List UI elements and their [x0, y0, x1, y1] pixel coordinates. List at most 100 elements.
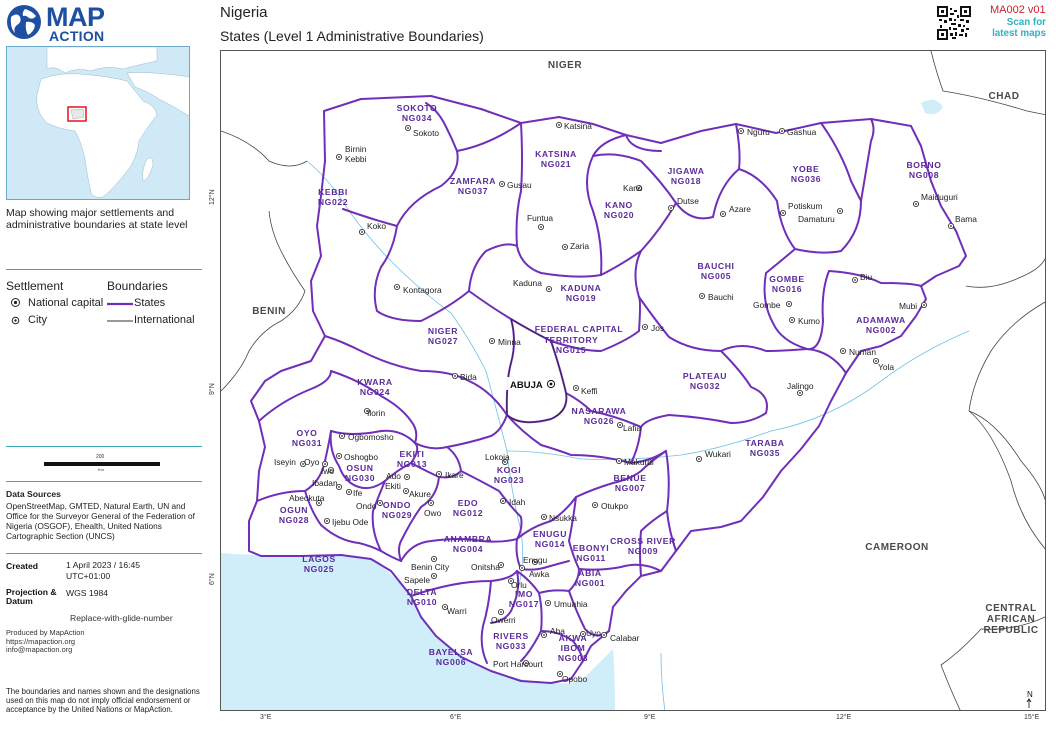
- city-label-zaria[interactable]: Zaria: [570, 241, 589, 251]
- city-label-yola[interactable]: Yola: [878, 362, 894, 372]
- city-label-kebbi[interactable]: Kebbi: [345, 154, 367, 164]
- city-label-ijebu-ode[interactable]: Ijebu Ode: [332, 517, 369, 527]
- city-label-ikare[interactable]: Ikare: [445, 470, 464, 480]
- city-label-orlu[interactable]: Orlu: [511, 580, 527, 590]
- city-label-lafia[interactable]: Lafia: [623, 423, 642, 433]
- state-label-benue[interactable]: BENUE: [613, 473, 646, 483]
- state-label-kano[interactable]: KANO: [605, 200, 633, 210]
- state-label-delta[interactable]: DELTA: [407, 587, 437, 597]
- city-label-kumo[interactable]: Kumo: [798, 316, 820, 326]
- city-label-abeokuta[interactable]: Abeokuta: [289, 493, 325, 503]
- city-label-onitsha[interactable]: Onitsha: [471, 562, 500, 572]
- state-label-abia[interactable]: ABIA: [578, 568, 601, 578]
- mapaction-logo[interactable]: MAP ACTION: [6, 2, 136, 44]
- city-label-gusau[interactable]: Gusau: [507, 180, 532, 190]
- city-label-otukpo[interactable]: Otukpo: [601, 501, 628, 511]
- state-label-imo[interactable]: IMO: [515, 589, 533, 599]
- city-label-aba[interactable]: Aba: [550, 626, 565, 636]
- state-label-yobe[interactable]: YOBE: [793, 164, 820, 174]
- city-label-wukari[interactable]: Wukari: [705, 449, 731, 459]
- state-label-katsina[interactable]: KATSINA: [535, 149, 577, 159]
- qr-code-icon[interactable]: [937, 6, 971, 40]
- scan-for-latest[interactable]: Scan for latest maps: [992, 17, 1046, 39]
- state-label-federal-capital[interactable]: FEDERAL CAPITAL: [535, 324, 623, 334]
- state-label-ebonyi[interactable]: EBONYI: [573, 543, 610, 553]
- city-label-biu[interactable]: Biu: [860, 272, 872, 282]
- state-label-borno[interactable]: BORNO: [907, 160, 942, 170]
- city-label-makurdi[interactable]: Makurdi: [624, 457, 654, 467]
- city-label-azare[interactable]: Azare: [729, 204, 751, 214]
- state-label-taraba[interactable]: TARABA: [745, 438, 784, 448]
- map-canvas[interactable]: NIGER CHAD BENIN CAMEROON CENTRALAFRICANREPU…: [221, 51, 1046, 711]
- city-label-benin-city[interactable]: Benin City: [411, 562, 450, 572]
- state-label-kwara[interactable]: KWARA: [357, 377, 392, 387]
- state-label-niger[interactable]: NIGER: [428, 326, 458, 336]
- state-label-kaduna[interactable]: KADUNA: [561, 283, 602, 293]
- city-label-dutse[interactable]: Dutse: [677, 196, 699, 206]
- state-label-kebbi[interactable]: KEBBI: [318, 187, 348, 197]
- city-label-sapele[interactable]: Sapele: [404, 575, 430, 585]
- city-label-oyo[interactable]: Oyo: [304, 457, 320, 467]
- city-label-ado[interactable]: Ado: [386, 471, 401, 481]
- state-label-bayelsa[interactable]: BAYELSA: [429, 647, 473, 657]
- state-label-ogun[interactable]: OGUN: [280, 505, 308, 515]
- city-label-potiskum[interactable]: Potiskum: [788, 201, 822, 211]
- city-label-awka[interactable]: Awka: [529, 569, 550, 579]
- city-label-bauchi[interactable]: Bauchi: [708, 292, 734, 302]
- main-map[interactable]: NIGER CHAD BENIN CAMEROON CENTRAL AFRICAN REPU…: [220, 50, 1046, 711]
- city-label-iwo[interactable]: Iwo: [321, 466, 334, 476]
- city-label-funtua[interactable]: Funtua: [527, 213, 553, 223]
- city-label-lokoja[interactable]: Lokoja: [485, 452, 510, 462]
- state-label-zamfara[interactable]: ZAMFARA: [450, 176, 496, 186]
- city-label-jos[interactable]: Jos: [651, 323, 664, 333]
- city-label-gombe[interactable]: Gombe: [753, 300, 781, 310]
- city-label-akure[interactable]: Akure: [409, 489, 431, 499]
- city-label-owo[interactable]: Owo: [424, 508, 442, 518]
- produced-by-email[interactable]: info@mapaction.org: [6, 645, 73, 654]
- city-label-nsukka[interactable]: Nsukka: [549, 513, 577, 523]
- city-label-port-harcourt[interactable]: Port Harcourt: [493, 659, 543, 669]
- state-label-ibom[interactable]: IBOM: [561, 643, 586, 653]
- state-label-oyo[interactable]: OYO: [297, 428, 318, 438]
- state-label-akwa[interactable]: AKWA: [559, 633, 588, 643]
- state-label-gombe[interactable]: GOMBE: [769, 274, 804, 284]
- city-label-bida[interactable]: Bida: [460, 372, 477, 382]
- city-label-gashua[interactable]: Gashua: [787, 127, 817, 137]
- city-label-ife[interactable]: Ife: [353, 488, 363, 498]
- city-label-katsina[interactable]: Katsina: [564, 121, 592, 131]
- city-label-koko[interactable]: Koko: [367, 221, 386, 231]
- state-label-plateau[interactable]: PLATEAU: [683, 371, 727, 381]
- city-label-uyo[interactable]: Uyo: [586, 628, 601, 638]
- city-label-minna[interactable]: Minna: [498, 337, 521, 347]
- city-label-kano[interactable]: Kano: [623, 183, 643, 193]
- state-label-anambra[interactable]: ANAMBRA: [444, 534, 493, 544]
- state-label-enugu[interactable]: ENUGU: [533, 529, 567, 539]
- state-label-lagos[interactable]: LAGOS: [302, 554, 336, 564]
- city-label-keffi[interactable]: Keffi: [581, 386, 598, 396]
- city-label-maiduguri[interactable]: Maiduguri: [921, 192, 958, 202]
- state-label-sokoto[interactable]: SOKOTO: [397, 103, 438, 113]
- city-label-calabar[interactable]: Calabar: [610, 633, 640, 643]
- state-label-kogi[interactable]: KOGI: [497, 465, 521, 475]
- city-label-ekiti[interactable]: Ekiti: [385, 481, 401, 491]
- city-label-warri[interactable]: Warri: [447, 606, 467, 616]
- capital-label-abuja[interactable]: ABUJA: [510, 380, 543, 391]
- city-label-umuahia[interactable]: Umuahia: [554, 599, 588, 609]
- city-label-ilorin[interactable]: Ilorin: [367, 408, 385, 418]
- city-label-oshogbo[interactable]: Oshogbo: [344, 452, 378, 462]
- state-label-nasarawa[interactable]: NASARAWA: [572, 406, 627, 416]
- state-label-rivers[interactable]: RIVERS: [493, 631, 529, 641]
- state-label-osun[interactable]: OSUN: [346, 463, 373, 473]
- state-label-cross-river[interactable]: CROSS RIVER: [610, 536, 676, 546]
- city-label-opobo[interactable]: Opobo: [562, 674, 587, 684]
- city-label-iseyin[interactable]: Iseyin: [274, 457, 296, 467]
- city-label-nguru[interactable]: Nguru: [747, 127, 770, 137]
- state-label-ondo[interactable]: ONDO: [383, 500, 411, 510]
- city-label-ondo[interactable]: Ondo: [356, 501, 377, 511]
- city-label-mubi[interactable]: Mubi: [899, 301, 917, 311]
- city-label-kontagora[interactable]: Kontagora: [403, 285, 442, 295]
- city-label-enugu[interactable]: Enugu: [523, 555, 548, 565]
- state-label-ekiti[interactable]: EKITI: [400, 449, 425, 459]
- city-label-sokoto[interactable]: Sokoto: [413, 128, 439, 138]
- city-label-ibadan[interactable]: Ibadan: [312, 478, 338, 488]
